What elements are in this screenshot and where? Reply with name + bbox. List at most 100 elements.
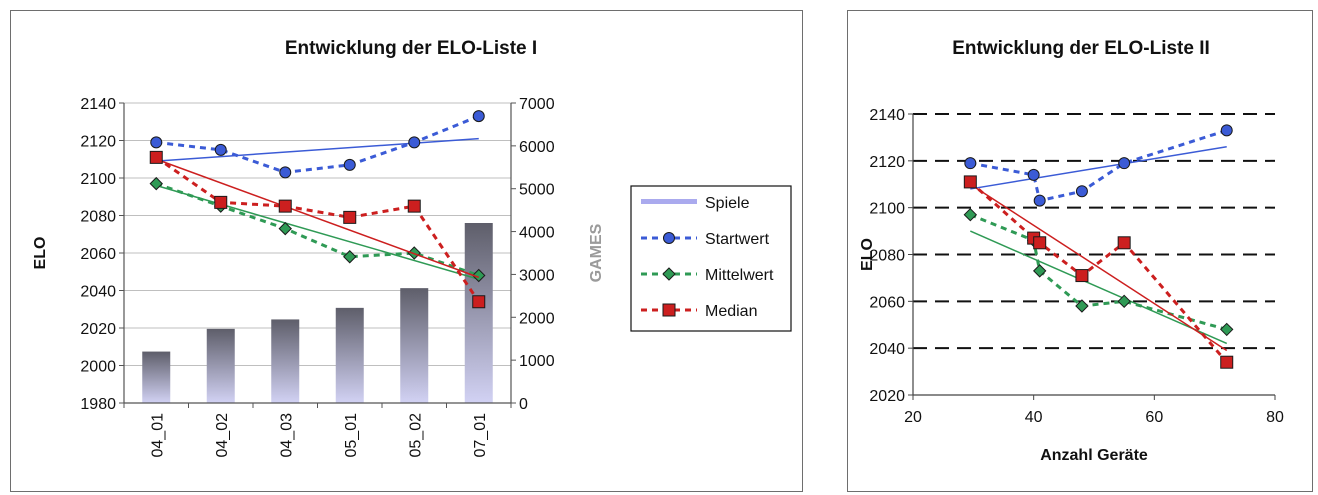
legend-marker-mittelwert xyxy=(662,267,676,281)
bar-spiele xyxy=(142,351,171,403)
point-mittelwert xyxy=(278,221,292,236)
legend-box xyxy=(630,185,792,332)
point-median xyxy=(1075,269,1089,283)
y2-tick-label: 2000 xyxy=(519,310,555,327)
point-median xyxy=(1117,236,1131,250)
bar-spiele xyxy=(464,223,493,403)
line-median xyxy=(969,180,1228,364)
y-axis-title: ELO xyxy=(32,237,49,270)
chart-panel-elo-2: Entwicklung der ELO-Liste II 2020 2040 2060… xyxy=(847,10,1313,492)
y2-tick-label: 4000 xyxy=(519,225,555,242)
y-tick-label: 2040 xyxy=(869,341,905,358)
point-median xyxy=(278,199,292,213)
series-startwert xyxy=(150,110,485,179)
x-tick-label: 04_03 xyxy=(278,413,295,458)
legend: Spiele Startwert Mittelwert Median xyxy=(630,185,792,332)
x-tick-label: 05_01 xyxy=(343,413,360,458)
point-startwert xyxy=(1220,124,1233,137)
series-mittelwert xyxy=(963,207,1234,345)
y2-tick-label: 6000 xyxy=(519,139,555,156)
y2-tick-label: 0 xyxy=(519,396,528,413)
line-startwert xyxy=(156,114,480,174)
chart-1-title: Entwicklung der ELO-Liste I xyxy=(285,38,537,59)
point-startwert xyxy=(1027,168,1040,181)
legend-label-mittelwert: Mittelwert xyxy=(705,267,774,284)
y2-tick-label: 3000 xyxy=(519,267,555,284)
point-startwert xyxy=(214,143,227,156)
chart-2-svg: Entwicklung der ELO-Liste II202020402060… xyxy=(859,38,1284,464)
chart-panel-elo-1: Entwicklung der ELO-Liste I 1980 2000 2020 2… xyxy=(10,10,803,492)
y-tick-label: 2080 xyxy=(80,209,116,226)
point-startwert xyxy=(1118,157,1131,170)
y-tick-label: 2120 xyxy=(80,134,116,151)
legend-marker-median xyxy=(662,303,676,317)
x-tick-label: 07_01 xyxy=(472,413,489,458)
y-tick-label: 2080 xyxy=(869,248,905,265)
point-mittelwert xyxy=(472,268,486,283)
line-median xyxy=(155,156,480,303)
point-startwert xyxy=(1075,185,1088,198)
bar-spiele xyxy=(400,288,429,403)
point-mittelwert xyxy=(343,250,357,264)
legend-marker-startwert xyxy=(663,232,675,244)
trendline-mittelwert xyxy=(970,230,1228,345)
trendline-mittelwert xyxy=(156,184,479,280)
point-mittelwert xyxy=(1220,322,1234,337)
point-startwert xyxy=(964,157,977,170)
trendline-median xyxy=(969,183,1228,352)
point-median xyxy=(149,150,163,164)
y-tick-label: 2060 xyxy=(80,246,116,263)
x-tick-label: 05_02 xyxy=(407,413,424,458)
line-startwert xyxy=(970,128,1228,203)
y2-tick-label: 1000 xyxy=(519,353,555,370)
x-tick-label: 20 xyxy=(904,409,922,426)
point-mittelwert xyxy=(1117,294,1131,309)
chart-1-svg: Entwicklung der ELO-Liste I 1980 2000 2020 2… xyxy=(32,38,792,458)
x-axis-title: Anzahl Geräte xyxy=(1040,447,1148,464)
y-tick-label: 2140 xyxy=(869,107,905,124)
y-tick-label: 2020 xyxy=(80,321,116,338)
point-mittelwert xyxy=(1032,264,1047,278)
trendline-startwert xyxy=(156,137,479,162)
point-median xyxy=(963,175,977,189)
legend-label-median: Median xyxy=(705,303,757,320)
y-tick-label: 2100 xyxy=(869,201,905,218)
y2-axis-title: GAMES xyxy=(588,223,605,282)
series-startwert xyxy=(964,124,1233,207)
point-median xyxy=(407,199,421,213)
y2-tick-label: 5000 xyxy=(519,182,555,199)
legend-swatch-spiele xyxy=(641,199,697,204)
series-mittelwert xyxy=(149,176,486,283)
x-tick-label: 04_02 xyxy=(214,413,231,458)
series-median xyxy=(963,175,1234,369)
x-tick-label: 60 xyxy=(1145,409,1163,426)
trendline-median xyxy=(155,158,480,279)
y-tick-label: 2040 xyxy=(80,284,116,301)
point-median xyxy=(1220,355,1234,369)
y-axis-title: ELO xyxy=(859,238,876,271)
point-mittelwert xyxy=(1075,299,1089,313)
trendline-startwert xyxy=(970,146,1227,190)
y-tick-label: 2000 xyxy=(80,359,116,376)
point-startwert xyxy=(279,166,292,179)
y-tick-label: 2060 xyxy=(869,294,905,311)
bar-spiele xyxy=(271,319,300,403)
point-mittelwert xyxy=(149,176,163,191)
y-tick-label: 2100 xyxy=(80,171,116,188)
x-tick-label: 80 xyxy=(1266,409,1284,426)
chart-2-title: Entwicklung der ELO-Liste II xyxy=(952,38,1210,59)
y-tick-label: 2120 xyxy=(869,154,905,171)
legend-label-startwert: Startwert xyxy=(705,231,770,248)
y-tick-label: 2140 xyxy=(80,96,116,113)
point-median xyxy=(472,295,486,309)
point-median xyxy=(1033,236,1047,250)
line-mittelwert xyxy=(969,213,1228,331)
point-startwert xyxy=(150,136,163,149)
bar-spiele xyxy=(206,328,235,403)
point-startwert xyxy=(1033,194,1046,207)
y2-tick-label: 7000 xyxy=(519,96,555,113)
x-tick-label: 40 xyxy=(1025,409,1043,426)
point-mittelwert xyxy=(963,207,978,222)
y-tick-label: 2020 xyxy=(869,388,905,405)
point-median xyxy=(214,195,228,209)
